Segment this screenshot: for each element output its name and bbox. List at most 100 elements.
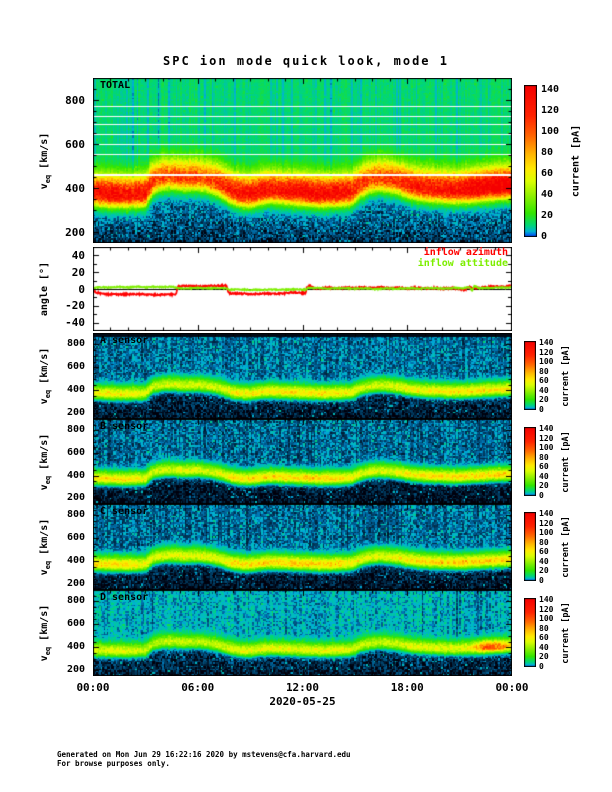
y-tick-label: 200 xyxy=(66,664,85,676)
a-sensor-y-tick-labels: 200 400 600 800 xyxy=(51,333,89,419)
panel-label-total: TOTAL xyxy=(100,80,131,91)
footer-generated-line: Generated on Mon Jun 29 16:22:16 2020 by… xyxy=(57,750,351,759)
total-y-tick-labels: 200 400 600 800 xyxy=(51,78,89,243)
a-sensor-spectrogram-canvas xyxy=(93,333,512,419)
legend: inflow azimuth inflow attitude xyxy=(417,247,508,269)
y-tick-label: 400 xyxy=(66,555,85,567)
colorbar-tick-label: 100 xyxy=(539,443,554,453)
y-axis-label-units: [km/s] xyxy=(39,433,50,476)
colorbar-d-sensor: 0 20 40 60 80 100 120 140 current [pA] xyxy=(524,596,571,671)
colorbar-tick-label: 100 xyxy=(539,528,554,538)
y-tick-label: 600 xyxy=(66,447,85,458)
x-axis-tick-labels: 00:00 06:00 12:00 18:00 00:00 xyxy=(76,681,528,694)
angle-plot-canvas xyxy=(93,247,512,331)
colorbar-b-label: current [pA] xyxy=(561,430,571,493)
colorbar-tick-label: 120 xyxy=(539,518,554,528)
colorbar-tick-label: 60 xyxy=(539,547,549,557)
colorbar-tick-label: 40 xyxy=(539,642,549,652)
colorbar-tick-label: 0 xyxy=(541,231,548,242)
colorbar-tick-label: 120 xyxy=(539,347,554,357)
colorbar-tick-label: 20 xyxy=(539,481,549,491)
colorbar-c-canvas xyxy=(524,512,536,581)
total-spectrogram-canvas xyxy=(93,78,512,243)
y-tick-label: 400 xyxy=(66,469,85,481)
colorbar-d-label: current [pA] xyxy=(561,601,571,664)
colorbar-total: 0 20 40 60 80 100 120 140 current [pA] xyxy=(524,85,582,242)
b-sensor-y-tick-labels: 200 400 600 800 xyxy=(51,419,89,504)
colorbar-tick-label: 80 xyxy=(539,366,549,376)
y-tick-label: 40 xyxy=(71,248,85,262)
colorbar-tick-label: 80 xyxy=(539,537,549,547)
total-y-axis-label: veq [km/s] xyxy=(39,86,53,236)
c-sensor-spectrogram-canvas xyxy=(93,504,512,590)
colorbar-tick-label: 20 xyxy=(539,395,549,405)
colorbar-tick-label: 0 xyxy=(539,576,544,585)
legend-inflow-azimuth: inflow azimuth xyxy=(423,247,508,258)
colorbar-tick-label: 20 xyxy=(539,566,549,576)
colorbar-a-sensor: 0 20 40 60 80 100 120 140 current [pA] xyxy=(524,339,571,414)
colorbar-tick-label: 120 xyxy=(539,604,554,614)
y-tick-label: 600 xyxy=(65,137,85,151)
y-tick-label: 600 xyxy=(66,361,85,373)
colorbar-tick-label: 100 xyxy=(541,126,560,138)
y-tick-label: -20 xyxy=(65,299,85,313)
panel-total-spectrogram: TOTAL 200 400 600 800 veq [km/s] xyxy=(39,78,512,243)
colorbar-tick-label: 80 xyxy=(541,147,554,159)
colorbar-tick-label: 120 xyxy=(541,105,560,117)
b-sensor-spectrogram-canvas xyxy=(93,419,512,504)
y-axis-label-units: [km/s] xyxy=(39,518,50,561)
panel-b-sensor-spectrogram: B sensor 200 400 600 800 veq [km/s] xyxy=(39,419,512,504)
footer: Generated on Mon Jun 29 16:22:16 2020 by… xyxy=(57,750,351,768)
d-sensor-y-tick-labels: 200 400 600 800 xyxy=(51,590,89,676)
y-tick-label: 20 xyxy=(71,265,85,279)
y-tick-label: 200 xyxy=(65,225,85,239)
colorbar-tick-label: 60 xyxy=(541,168,554,180)
colorbar-tick-label: 140 xyxy=(539,509,554,519)
x-tick-label: 00:00 xyxy=(495,681,529,694)
colorbar-c-sensor: 0 20 40 60 80 100 120 140 current [pA] xyxy=(524,510,571,585)
colorbar-c-label: current [pA] xyxy=(561,515,571,578)
y-axis-label-units: [km/s] xyxy=(39,604,50,647)
y-axis-label-main: v xyxy=(39,655,50,662)
d-sensor-spectrogram-canvas xyxy=(93,590,512,676)
colorbar-tick-label: 40 xyxy=(539,385,549,395)
colorbar-tick-label: 140 xyxy=(539,595,554,605)
panel-d-sensor-spectrogram: D sensor 200 400 600 800 veq [km/s] xyxy=(39,590,512,676)
y-tick-label: 200 xyxy=(66,578,85,590)
panel-c-sensor-spectrogram: C sensor 200 400 600 800 veq [km/s] xyxy=(39,504,512,590)
y-axis-label-units: [km/s] xyxy=(39,132,50,175)
x-tick-label: 12:00 xyxy=(285,681,320,694)
y-tick-label: -40 xyxy=(65,316,85,330)
y-tick-label: 0 xyxy=(78,282,85,296)
page-title: SPC ion mode quick look, mode 1 xyxy=(163,54,449,68)
panel-label-d-sensor: D sensor xyxy=(100,592,149,603)
colorbar-tick-label: 40 xyxy=(539,556,549,566)
colorbar-tick-label: 0 xyxy=(539,405,544,414)
y-tick-label: 600 xyxy=(66,618,85,630)
colorbar-total-canvas xyxy=(524,85,537,237)
colorbar-tick-label: 20 xyxy=(541,210,554,222)
colorbar-b-canvas xyxy=(524,427,536,496)
y-tick-label: 400 xyxy=(65,181,85,195)
x-tick-label: 18:00 xyxy=(390,681,424,694)
colorbar-d-canvas xyxy=(524,598,536,667)
y-tick-label: 800 xyxy=(66,424,85,436)
colorbar-tick-label: 0 xyxy=(539,662,544,671)
colorbar-tick-label: 80 xyxy=(539,623,549,633)
legend-inflow-attitude: inflow attitude xyxy=(417,257,508,269)
colorbar-tick-label: 100 xyxy=(539,357,554,367)
colorbar-tick-label: 40 xyxy=(541,189,554,201)
y-tick-label: 800 xyxy=(66,595,85,607)
y-axis-label-main: v xyxy=(39,182,50,189)
colorbar-tick-label: 140 xyxy=(541,84,560,96)
date-label: 2020-05-25 xyxy=(269,695,336,708)
y-tick-label: 800 xyxy=(66,338,85,350)
colorbar-tick-label: 0 xyxy=(539,491,544,500)
colorbar-tick-label: 60 xyxy=(539,376,549,386)
y-axis-label-units: [km/s] xyxy=(39,347,50,390)
colorbar-a-label: current [pA] xyxy=(561,344,571,407)
panel-a-sensor-spectrogram: A sensor 200 400 600 800 veq [km/s] xyxy=(39,333,512,419)
colorbar-tick-label: 60 xyxy=(539,633,549,643)
y-tick-label: 400 xyxy=(66,641,85,653)
